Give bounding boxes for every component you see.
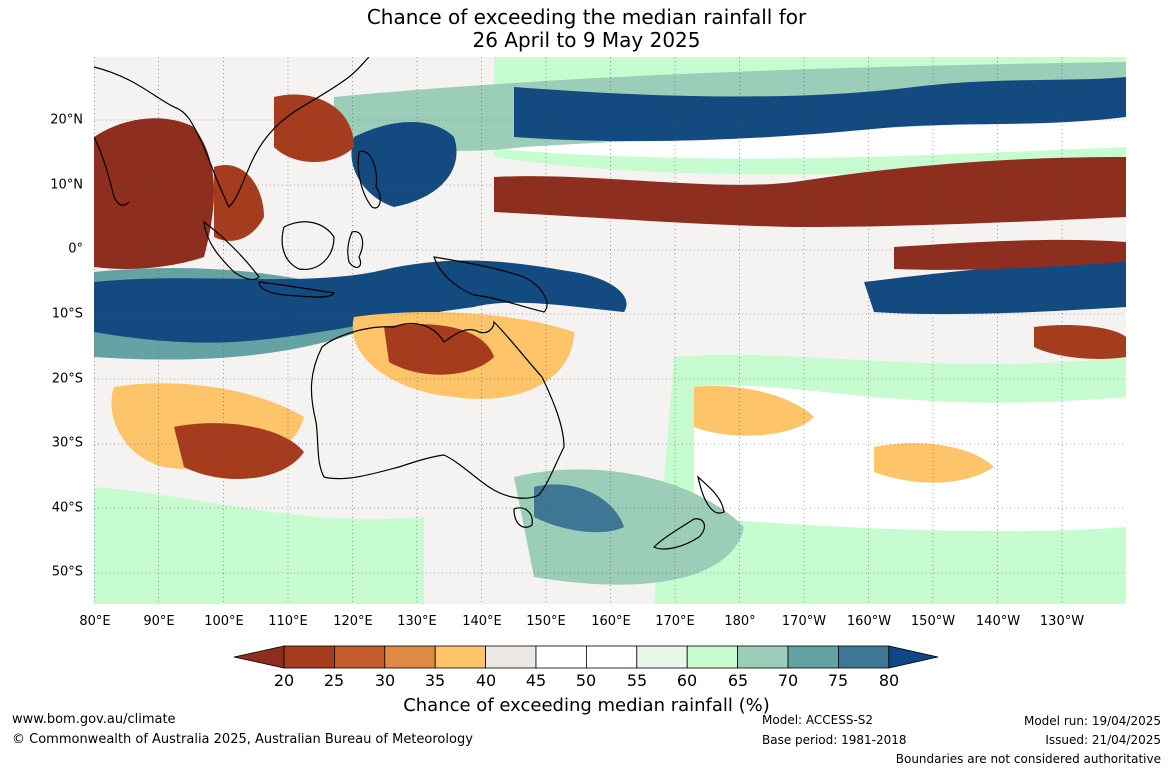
lon-label: 140°E — [462, 614, 502, 629]
website-link[interactable]: www.bom.gov.au/climate — [12, 712, 176, 727]
graticule — [94, 57, 1126, 604]
sumatra-coastline — [203, 220, 260, 281]
philippines-coastline — [357, 150, 381, 209]
colorbar-bin — [334, 645, 386, 669]
field-brown-pacific-south — [894, 239, 1126, 270]
map-title-line-1: Chance of exceeding the median rainfall … — [366, 5, 807, 29]
colorbar-bin — [787, 645, 839, 669]
colorbar-bin — [838, 645, 890, 669]
lat-label: 30°S — [51, 435, 83, 451]
tasmania-coastline — [513, 507, 533, 528]
lon-label: 100°E — [204, 614, 244, 629]
india-coastline — [94, 136, 130, 206]
lon-label: 160°E — [591, 614, 631, 629]
lon-label: 90°E — [143, 614, 175, 629]
colorbar-low-arrow — [233, 645, 285, 669]
field-brown-equatorial-pacific — [494, 157, 1126, 227]
colorbar-label: Chance of exceeding median rainfall (%) — [403, 695, 770, 716]
colorbar-bin — [737, 645, 789, 669]
field-brown-indochina — [214, 165, 264, 241]
field-green-south — [94, 487, 424, 604]
colorbar-high-arrow — [888, 645, 939, 669]
lon-label: 120°E — [333, 614, 373, 629]
model-text: Model: ACCESS-S2 — [762, 713, 874, 727]
colorbar-bin — [384, 645, 436, 669]
colorbar-tick: 20 — [273, 671, 295, 690]
field-brown-east-pacific — [1034, 325, 1126, 359]
field-blue-south-pacific — [864, 257, 1126, 315]
lon-label: 130°W — [1039, 614, 1085, 629]
field-brown-n-australia — [384, 324, 494, 375]
colorbar-bin — [434, 645, 486, 669]
colorbar-bin — [485, 645, 537, 669]
new-zealand-north-coastline — [697, 475, 725, 514]
lat-label: 20°N — [50, 112, 83, 128]
lon-label: 150°E — [526, 614, 566, 629]
field-brown-south-indian — [174, 423, 304, 479]
lat-label: 0° — [68, 241, 83, 257]
colorbar-tick: 70 — [777, 671, 799, 690]
colorbar-bin — [283, 645, 335, 669]
field-blue-tasman — [534, 484, 624, 533]
lon-label: 150°W — [910, 614, 956, 629]
colorbar-tick: 50 — [575, 671, 597, 690]
lon-label: 160°W — [846, 614, 892, 629]
issued-text: Issued: 21/04/2025 — [1045, 733, 1161, 747]
field-brown-bay-of-bengal — [94, 118, 214, 269]
colorbar-bin — [585, 645, 638, 669]
field-blue-north-pacific — [514, 77, 1126, 142]
colorbar-tick: 25 — [323, 671, 345, 690]
colorbar-bin — [686, 645, 739, 669]
lon-label: 110°E — [268, 614, 308, 629]
disclaimer-text: Boundaries are not considered authoritat… — [895, 752, 1161, 766]
model-run-text: Model run: 19/04/2025 — [1023, 714, 1161, 728]
australia-coastline — [310, 320, 565, 499]
probability-fields — [94, 57, 1126, 604]
field-blue-philippines — [351, 122, 457, 207]
colorbar-tick: 55 — [626, 671, 648, 690]
copyright-text: © Commonwealth of Australia 2025, Austra… — [12, 732, 473, 747]
lat-label: 40°S — [51, 500, 83, 516]
new-zealand-south-coastline — [652, 518, 706, 550]
colorbar-tick: 60 — [676, 671, 698, 690]
map-title-line-2: 26 April to 9 May 2025 — [472, 28, 701, 52]
mainland-asia-coastline — [94, 57, 370, 209]
java-coastline — [258, 281, 335, 298]
base-period-text: Base period: 1981-2018 — [762, 733, 907, 747]
new-guinea-coastline — [433, 256, 548, 313]
lon-label: 180° — [724, 614, 756, 629]
coastlines — [94, 57, 725, 550]
colorbar-tick: 35 — [424, 671, 446, 690]
colorbar-tick: 75 — [827, 671, 849, 690]
lon-label: 170°W — [781, 614, 827, 629]
colorbar-tick: 30 — [374, 671, 396, 690]
sulawesi-coastline — [347, 231, 364, 269]
lon-label: 130°E — [397, 614, 437, 629]
lon-label: 170°E — [655, 614, 695, 629]
lat-label: 20°S — [51, 371, 83, 387]
lat-label: 10°S — [51, 306, 83, 322]
colorbar-bin — [636, 645, 688, 669]
field-blue-maritime — [94, 260, 627, 343]
field-orange-pacific-south — [874, 443, 994, 483]
colorbar-tick: 80 — [878, 671, 900, 690]
lon-label: 140°W — [975, 614, 1021, 629]
colorbar-tick: 65 — [727, 671, 749, 690]
colorbar-bin — [535, 645, 587, 669]
borneo-coastline — [281, 221, 335, 270]
lat-label: 50°S — [51, 564, 83, 580]
lat-label: 10°N — [50, 177, 83, 193]
colorbar-tick: 45 — [525, 671, 547, 690]
lon-label: 80°E — [79, 614, 111, 629]
colorbar-tick: 40 — [475, 671, 497, 690]
rainfall-probability-map — [94, 57, 1126, 604]
field-orange-mid-pacific — [694, 386, 814, 436]
colorbar — [233, 645, 939, 669]
